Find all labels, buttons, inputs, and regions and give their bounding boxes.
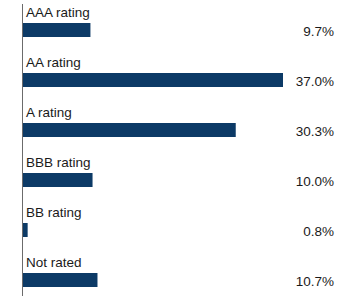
data-label: 10.0% [296, 174, 334, 189]
data-label: 10.7% [296, 274, 334, 289]
data-label: 0.8% [303, 224, 334, 239]
bar [22, 123, 236, 137]
bar [22, 173, 93, 187]
category-label: Not rated [26, 255, 82, 270]
category-label: AA rating [26, 55, 81, 70]
data-label: 37.0% [296, 74, 334, 89]
labels: AAA rating AA rating A rating BBB rating BB … [26, 5, 334, 289]
chart: AAA rating AA rating A rating BBB rating BB … [0, 0, 360, 296]
bar [22, 273, 97, 287]
category-label: BBB rating [26, 155, 91, 170]
axis-line [22, 4, 23, 296]
bars [22, 23, 283, 287]
bar [22, 23, 90, 37]
category-label: A rating [26, 105, 72, 120]
data-label: 9.7% [303, 24, 334, 39]
bar [22, 73, 283, 87]
category-label: AAA rating [26, 5, 90, 20]
category-label: BB rating [26, 205, 82, 220]
data-label: 30.3% [296, 124, 334, 139]
